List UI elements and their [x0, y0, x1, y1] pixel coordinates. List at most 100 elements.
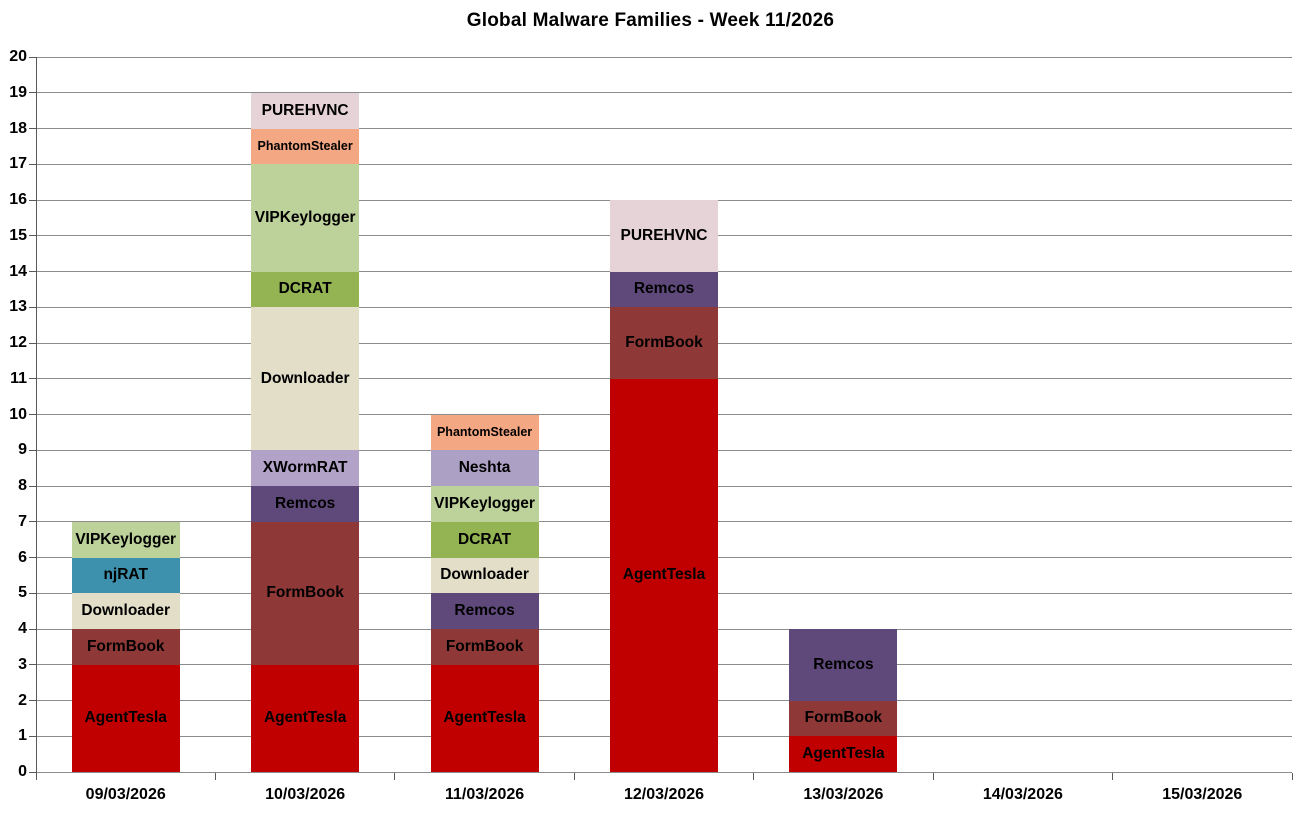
bar-segment-Remcos: Remcos: [430, 593, 539, 629]
bar-segment-FormBook: FormBook: [430, 629, 539, 665]
bar-segment-label: Remcos: [633, 280, 695, 298]
bar-segment-label: AgentTesla: [84, 709, 167, 727]
bar-segment-label: PUREHVNC: [620, 226, 708, 244]
bar-segment-label: FormBook: [804, 709, 883, 727]
x-axis-tick: [573, 773, 575, 780]
bar-segment-label: Neshta: [458, 459, 511, 477]
gridline: [36, 56, 1292, 58]
bar-segment-label: XWormRAT: [262, 459, 348, 477]
y-axis-label: 3: [18, 655, 27, 673]
x-axis-label: 15/03/2026: [1162, 786, 1243, 803]
bar-segment-label: FormBook: [86, 637, 165, 655]
x-axis-label: 12/03/2026: [623, 786, 705, 803]
bar-segment-label: Downloader: [440, 566, 529, 584]
y-axis-tick: [29, 592, 36, 594]
y-axis-tick: [29, 557, 36, 558]
bar-segment-Remcos: Remcos: [789, 629, 898, 701]
bar-segment-Remcos: Remcos: [610, 271, 718, 308]
bar-segment-label: FormBook: [625, 334, 703, 351]
y-axis-label: 8: [18, 477, 27, 494]
y-axis-label: 0: [18, 763, 27, 780]
y-axis-label: 14: [9, 262, 27, 280]
bar-segment-label: Remcos: [813, 655, 874, 673]
y-axis-tick: [29, 271, 36, 272]
y-axis-label: 2: [18, 691, 27, 709]
bar-segment-label: PhantomStealer: [257, 139, 353, 154]
bar-segment-AgentTesla: AgentTesla: [251, 664, 360, 772]
gridline: [36, 92, 1292, 94]
bar-segment-FormBook: FormBook: [71, 629, 180, 665]
bar-segment-label: DCRAT: [458, 530, 512, 548]
y-axis-tick: [29, 342, 36, 344]
y-axis-label: 19: [9, 83, 27, 101]
y-axis-tick: [29, 700, 36, 701]
bar-segment-label: VIPKeylogger: [254, 208, 356, 226]
y-axis-label: 9: [18, 441, 27, 459]
bar-segment-AgentTesla: AgentTesla: [430, 664, 539, 772]
bar-segment-AgentTesla: AgentTesla: [789, 736, 898, 772]
y-axis-label: 20: [9, 48, 27, 65]
bar-segment-VIPKeylogger: VIPKeylogger: [71, 521, 180, 558]
bar-segment-label: PhantomStealer: [436, 425, 533, 440]
chart-title: Global Malware Families - Week 11/2026: [466, 10, 835, 31]
x-axis-tick: [1291, 773, 1293, 780]
gridline: [36, 128, 1292, 129]
bar-segment-VIPKeylogger: VIPKeylogger: [430, 486, 539, 522]
y-axis-tick: [29, 521, 36, 523]
y-axis-tick: [29, 414, 36, 415]
bar-segment-label: njRAT: [103, 566, 148, 584]
x-axis-tick: [753, 773, 755, 780]
bar-segment-label: AgentTesla: [263, 709, 347, 727]
bar-segment-AgentTesla: AgentTesla: [610, 378, 718, 772]
bar-segment-FormBook: FormBook: [610, 307, 718, 379]
bar-segment-label: VIPKeylogger: [434, 494, 535, 512]
y-axis-tick: [29, 771, 36, 773]
bar-segment-PhantomStealer: PhantomStealer: [430, 414, 539, 451]
y-axis-label: 6: [18, 548, 27, 566]
bar-segment-Remcos: Remcos: [251, 486, 360, 522]
y-axis-tick: [29, 378, 36, 380]
bar-segment-PUREHVNC: PUREHVNC: [251, 92, 360, 129]
bar-segment-Neshta: Neshta: [430, 450, 539, 486]
y-axis-label: 16: [9, 191, 27, 208]
y-axis-tick: [29, 628, 36, 630]
bar-segment-DCRAT: DCRAT: [251, 271, 360, 308]
bar-segment-label: AgentTesla: [802, 745, 885, 763]
bar-segment-label: AgentTesla: [622, 566, 706, 584]
bar-segment-label: Remcos: [454, 602, 515, 620]
x-axis-label: 14/03/2026: [982, 786, 1063, 803]
y-axis-tick: [29, 56, 36, 58]
y-axis-label: 10: [9, 405, 27, 423]
bar-segment-FormBook: FormBook: [789, 700, 898, 737]
bar-segment-label: DCRAT: [278, 280, 332, 298]
y-axis-label: 5: [18, 584, 27, 602]
y-axis-tick: [29, 485, 36, 487]
x-axis-tick: [1112, 773, 1114, 780]
y-axis-line: [36, 57, 37, 779]
y-axis-label: 1: [18, 727, 27, 745]
bar-segment-label: FormBook: [266, 584, 344, 602]
x-axis-tick: [932, 773, 934, 780]
y-axis-tick: [29, 235, 36, 237]
x-axis-tick: [35, 773, 37, 780]
bar-segment-FormBook: FormBook: [251, 521, 360, 665]
bar-segment-VIPKeylogger: VIPKeylogger: [251, 164, 360, 272]
bar-segment-Downloader: Downloader: [430, 557, 539, 594]
x-axis-label: 09/03/2026: [85, 786, 166, 803]
bar-segment-label: Remcos: [274, 494, 336, 512]
gridline: [36, 163, 1292, 165]
y-axis-tick: [29, 664, 36, 666]
x-axis-tick: [394, 773, 396, 780]
bar-segment-AgentTesla: AgentTesla: [71, 664, 180, 772]
bar-segment-label: Downloader: [260, 369, 350, 387]
x-axis-label: 11/03/2026: [444, 786, 525, 803]
y-axis-label: 15: [9, 226, 27, 244]
bar-segment-PhantomStealer: PhantomStealer: [251, 128, 360, 165]
y-axis-tick: [29, 92, 36, 94]
y-axis-label: 11: [10, 369, 27, 387]
bar-segment-label: AgentTesla: [443, 709, 526, 727]
bar-segment-label: Downloader: [81, 602, 171, 620]
bar-segment-PUREHVNC: PUREHVNC: [610, 200, 718, 272]
bar-segment-label: VIPKeylogger: [75, 530, 177, 548]
